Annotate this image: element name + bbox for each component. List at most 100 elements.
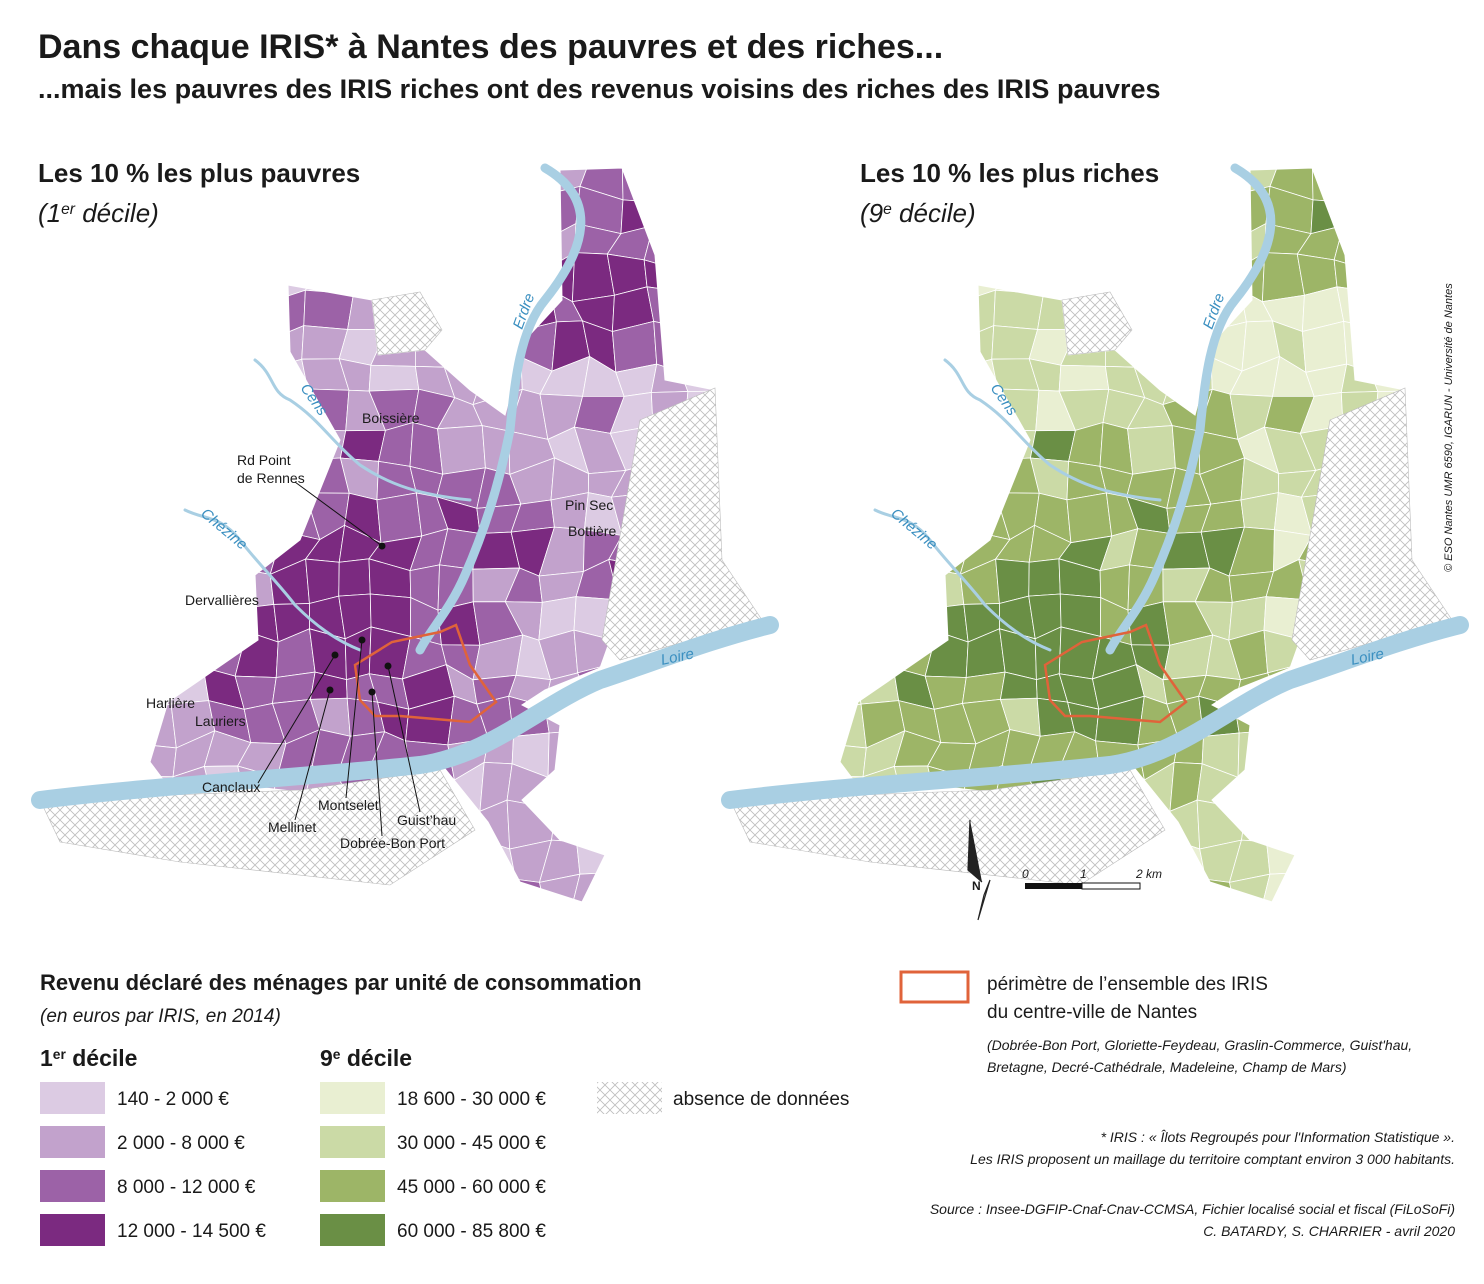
iris-cell <box>547 730 583 779</box>
iris-cell <box>446 190 479 236</box>
legend-label: 45 000 - 60 000 € <box>397 1177 546 1198</box>
river-loire <box>31 616 779 809</box>
iris-cell <box>1365 774 1407 809</box>
iris-cell <box>1271 763 1311 813</box>
iris-cell <box>1332 834 1383 877</box>
iris-cell <box>198 324 249 370</box>
place-label: Mellinet <box>268 819 316 835</box>
iris-cell <box>163 528 210 575</box>
iris-cell <box>678 253 718 296</box>
iris-cell <box>955 429 1003 469</box>
iris-cell <box>1299 834 1344 876</box>
iris-cell <box>169 429 207 464</box>
iris-cell <box>1406 253 1410 296</box>
iris-cell <box>1000 228 1039 273</box>
place-dot <box>384 662 392 670</box>
iris-cell <box>518 223 555 268</box>
iris-cell <box>239 897 272 902</box>
iris-cell <box>305 558 340 604</box>
iris-cell <box>1406 290 1410 326</box>
legend-heading: 9e décile <box>320 1045 412 1071</box>
iris-cell <box>922 266 969 304</box>
iris-cell <box>620 199 654 235</box>
iris-cell <box>547 903 591 952</box>
iris-cell <box>709 914 758 946</box>
legend-swatch <box>40 1082 105 1114</box>
legend-label: 8 000 - 12 000 € <box>117 1177 256 1198</box>
leader-line <box>294 481 383 547</box>
iris-cell <box>369 222 420 268</box>
iris-cell <box>895 863 931 902</box>
place-dot <box>331 651 339 659</box>
iris-cell <box>150 900 183 902</box>
iris-cell <box>1400 831 1410 870</box>
iris-cell <box>150 388 185 440</box>
leader-line <box>387 665 421 813</box>
legend-heading-part: er <box>53 1047 67 1062</box>
map-subtitle-part: décile) <box>892 198 976 228</box>
iris-cell <box>710 831 720 870</box>
iris-cell <box>1126 263 1173 307</box>
scale-label: 0 <box>1022 867 1029 881</box>
iris-cell <box>859 457 909 506</box>
iris-cell <box>1165 257 1210 307</box>
iris-cell <box>446 168 491 197</box>
iris-cell <box>201 396 244 437</box>
iris-cell <box>1126 228 1168 272</box>
iris-cell <box>300 899 353 902</box>
iris-cell <box>475 257 520 307</box>
iris-cell <box>1368 835 1410 877</box>
legend-label: 18 600 - 30 000 € <box>397 1089 546 1110</box>
iris-cell <box>840 744 867 778</box>
iris-cell <box>347 261 378 299</box>
map-outline <box>149 167 721 903</box>
perimeter-label: du centre-ville de Nantes <box>987 1002 1197 1023</box>
iris-cell <box>681 168 718 195</box>
place-dot <box>368 688 376 696</box>
iris-cell <box>716 745 720 776</box>
iris-cell <box>891 396 934 437</box>
iris-cell <box>840 256 871 303</box>
iris-cell <box>990 876 1043 902</box>
iris-cell <box>853 528 900 575</box>
map-subtitle-part: e <box>883 201 892 218</box>
iris-cell <box>150 527 170 569</box>
iris-cell <box>1058 364 1110 392</box>
iris-cell <box>469 192 523 236</box>
iris-cell <box>150 365 181 407</box>
iris-cell <box>716 322 720 356</box>
iris-cell <box>1028 558 1061 597</box>
iris-cell <box>165 398 217 434</box>
iris-cell <box>1136 190 1169 236</box>
iris-cell <box>959 325 995 366</box>
iris-cell <box>896 904 942 947</box>
iris-cell <box>377 185 414 237</box>
iris-cell <box>1415 355 1447 393</box>
iris-cell <box>179 863 215 902</box>
place-label: Montselet <box>318 797 379 813</box>
legend-label: 12 000 - 14 500 € <box>117 1221 266 1242</box>
iris-cell <box>1310 199 1344 235</box>
iris-cell <box>572 901 620 902</box>
iris-cell <box>150 593 178 645</box>
iris-cell <box>858 567 908 610</box>
place-label: Rd Point <box>237 452 291 468</box>
iris-cell <box>368 364 420 392</box>
iris-cell <box>840 900 873 902</box>
iris-cell <box>1402 193 1410 238</box>
iris-cell <box>1067 185 1104 237</box>
iris-cell <box>931 570 965 609</box>
iris-cell <box>233 876 276 902</box>
iris-cell <box>344 193 380 238</box>
iris-cell <box>165 629 217 674</box>
iris-cell <box>150 285 182 329</box>
iris-cell <box>169 457 219 506</box>
iris-cell <box>1237 730 1273 779</box>
iris-cell <box>1304 727 1351 779</box>
legend-heading-part: décile <box>66 1045 138 1071</box>
legend-label: 140 - 2 000 € <box>117 1089 229 1110</box>
iris-cell <box>1262 871 1310 902</box>
iris-cell <box>675 743 720 777</box>
iris-cell <box>1295 871 1338 902</box>
note: Les IRIS proposent un maillage du territ… <box>970 1151 1455 1167</box>
